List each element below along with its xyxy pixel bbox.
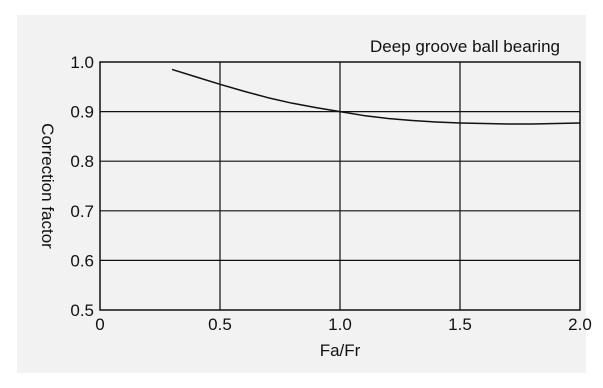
x-tick-label: 0 xyxy=(95,315,104,334)
x-axis-title: Fa/Fr xyxy=(320,341,361,360)
series-line-0 xyxy=(171,68,581,125)
series-layer xyxy=(171,68,581,125)
grid xyxy=(100,62,580,310)
plot-frame xyxy=(99,61,581,311)
y-tick-labels: 0.5 0.6 0.7 0.8 0.9 1.0 xyxy=(70,53,94,320)
chart-title: Deep groove ball bearing xyxy=(370,37,560,56)
y-tick-label: 0.5 xyxy=(70,301,94,320)
x-tick-label: 1.0 xyxy=(328,315,352,334)
chart-panel xyxy=(17,15,586,373)
x-tick-label: 2.0 xyxy=(568,315,592,334)
x-tick-labels: 0 0.5 1.0 1.5 2.0 xyxy=(95,315,592,334)
y-tick-label: 1.0 xyxy=(70,53,94,72)
y-tick-label: 0.9 xyxy=(70,103,94,122)
y-axis-title: Correction factor xyxy=(38,123,57,249)
y-tick-label: 0.7 xyxy=(70,202,94,221)
x-tick-label: 0.5 xyxy=(208,315,232,334)
y-tick-label: 0.6 xyxy=(70,251,94,270)
y-tick-label: 0.8 xyxy=(70,152,94,171)
x-tick-label: 1.5 xyxy=(448,315,472,334)
